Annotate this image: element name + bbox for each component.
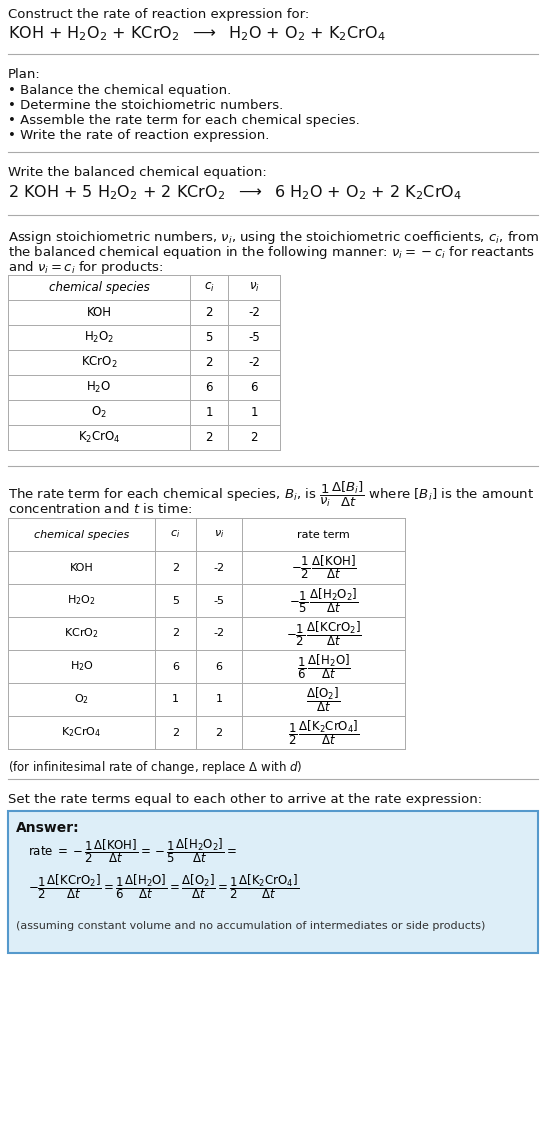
Text: 6: 6: [250, 381, 258, 394]
Text: 2: 2: [172, 628, 179, 638]
Text: • Determine the stoichiometric numbers.: • Determine the stoichiometric numbers.: [8, 99, 283, 112]
Text: 2: 2: [205, 431, 213, 444]
Text: $c_i$: $c_i$: [170, 528, 181, 541]
Text: $\dfrac{1}{6}\,\dfrac{\Delta[\mathrm{H_2O}]}{\Delta t}$: $\dfrac{1}{6}\,\dfrac{\Delta[\mathrm{H_2…: [296, 652, 351, 681]
Text: • Assemble the rate term for each chemical species.: • Assemble the rate term for each chemic…: [8, 114, 360, 127]
Text: the balanced chemical equation in the following manner: $\nu_i = -c_i$ for react: the balanced chemical equation in the fo…: [8, 244, 535, 261]
Text: rate term: rate term: [297, 529, 350, 539]
Text: -2: -2: [213, 628, 224, 638]
Text: H$_2$O: H$_2$O: [69, 660, 93, 674]
Text: H$_2$O$_2$: H$_2$O$_2$: [84, 330, 114, 345]
Text: -2: -2: [248, 306, 260, 319]
Text: The rate term for each chemical species, $B_i$, is $\dfrac{1}{\nu_i}\dfrac{\Delt: The rate term for each chemical species,…: [8, 480, 534, 510]
Text: and $\nu_i = c_i$ for products:: and $\nu_i = c_i$ for products:: [8, 259, 164, 277]
Text: H$_2$O$_2$: H$_2$O$_2$: [67, 594, 96, 608]
Text: $-\dfrac{1}{2}\,\dfrac{\Delta[\mathrm{KCrO_2}]}{\Delta t}$: $-\dfrac{1}{2}\,\dfrac{\Delta[\mathrm{KC…: [286, 619, 361, 648]
Text: 2: 2: [172, 562, 179, 572]
Text: chemical species: chemical species: [34, 529, 129, 539]
Text: 2: 2: [205, 356, 213, 369]
Text: 2: 2: [250, 431, 258, 444]
Text: Assign stoichiometric numbers, $\nu_i$, using the stoichiometric coefficients, $: Assign stoichiometric numbers, $\nu_i$, …: [8, 229, 539, 246]
Text: Write the balanced chemical equation:: Write the balanced chemical equation:: [8, 166, 267, 179]
Text: KOH + H$_2$O$_2$ + KCrO$_2$  $\longrightarrow$  H$_2$O + O$_2$ + K$_2$CrO$_4$: KOH + H$_2$O$_2$ + KCrO$_2$ $\longrighta…: [8, 24, 385, 43]
Text: KOH: KOH: [70, 562, 93, 572]
Text: -2: -2: [213, 562, 224, 572]
Text: -2: -2: [248, 356, 260, 369]
Text: $-\dfrac{1}{5}\,\dfrac{\Delta[\mathrm{H_2O_2}]}{\Delta t}$: $-\dfrac{1}{5}\,\dfrac{\Delta[\mathrm{H_…: [289, 586, 358, 615]
Text: $-\dfrac{1}{2}\,\dfrac{\Delta[\mathrm{KOH}]}{\Delta t}$: $-\dfrac{1}{2}\,\dfrac{\Delta[\mathrm{KO…: [290, 554, 357, 582]
Text: KOH: KOH: [86, 306, 111, 319]
Text: 1: 1: [205, 406, 213, 419]
Text: • Write the rate of reaction expression.: • Write the rate of reaction expression.: [8, 129, 269, 142]
Text: 5: 5: [205, 331, 213, 344]
Text: KCrO$_2$: KCrO$_2$: [81, 355, 117, 370]
Text: -5: -5: [248, 331, 260, 344]
Text: 1: 1: [216, 694, 223, 704]
Text: Set the rate terms equal to each other to arrive at the rate expression:: Set the rate terms equal to each other t…: [8, 793, 482, 806]
Text: 2: 2: [205, 306, 213, 319]
Text: 6: 6: [216, 661, 223, 671]
Text: 2: 2: [216, 727, 223, 737]
Text: Plan:: Plan:: [8, 68, 41, 81]
Text: $\dfrac{1}{2}\,\dfrac{\Delta[\mathrm{K_2CrO_4}]}{\Delta t}$: $\dfrac{1}{2}\,\dfrac{\Delta[\mathrm{K_2…: [288, 718, 359, 747]
Text: chemical species: chemical species: [49, 281, 150, 294]
Text: K$_2$CrO$_4$: K$_2$CrO$_4$: [61, 726, 102, 740]
Text: -5: -5: [213, 595, 224, 605]
Text: $\nu_i$: $\nu_i$: [248, 281, 259, 294]
Text: Construct the rate of reaction expression for:: Construct the rate of reaction expressio…: [8, 8, 309, 20]
Text: 6: 6: [205, 381, 213, 394]
Text: rate $= -\dfrac{1}{2}\dfrac{\Delta[\mathrm{KOH}]}{\Delta t} = -\dfrac{1}{5}\dfra: rate $= -\dfrac{1}{2}\dfrac{\Delta[\math…: [28, 836, 237, 865]
Text: O$_2$: O$_2$: [74, 693, 89, 707]
Text: (assuming constant volume and no accumulation of intermediates or side products): (assuming constant volume and no accumul…: [16, 921, 485, 931]
Text: $-\dfrac{1}{2}\dfrac{\Delta[\mathrm{KCrO_2}]}{\Delta t} = \dfrac{1}{6}\dfrac{\De: $-\dfrac{1}{2}\dfrac{\Delta[\mathrm{KCrO…: [28, 873, 299, 901]
Text: O$_2$: O$_2$: [91, 405, 107, 420]
Text: KCrO$_2$: KCrO$_2$: [64, 627, 99, 641]
Text: 2: 2: [172, 727, 179, 737]
Text: • Balance the chemical equation.: • Balance the chemical equation.: [8, 84, 232, 97]
Text: 1: 1: [172, 694, 179, 704]
Text: Answer:: Answer:: [16, 820, 80, 835]
Text: 2 KOH + 5 H$_2$O$_2$ + 2 KCrO$_2$  $\longrightarrow$  6 H$_2$O + O$_2$ + 2 K$_2$: 2 KOH + 5 H$_2$O$_2$ + 2 KCrO$_2$ $\long…: [8, 183, 462, 201]
Text: $c_i$: $c_i$: [204, 281, 215, 294]
Text: (for infinitesimal rate of change, replace $\Delta$ with $d$): (for infinitesimal rate of change, repla…: [8, 759, 302, 776]
Text: 1: 1: [250, 406, 258, 419]
Text: 6: 6: [172, 661, 179, 671]
Text: 5: 5: [172, 595, 179, 605]
Text: H$_2$O: H$_2$O: [86, 380, 111, 395]
FancyBboxPatch shape: [8, 811, 538, 953]
Text: concentration and $t$ is time:: concentration and $t$ is time:: [8, 502, 192, 516]
Text: K$_2$CrO$_4$: K$_2$CrO$_4$: [78, 430, 120, 445]
Text: $\nu_i$: $\nu_i$: [214, 528, 224, 541]
Text: $\dfrac{\Delta[\mathrm{O_2}]}{\Delta t}$: $\dfrac{\Delta[\mathrm{O_2}]}{\Delta t}$: [306, 685, 341, 714]
